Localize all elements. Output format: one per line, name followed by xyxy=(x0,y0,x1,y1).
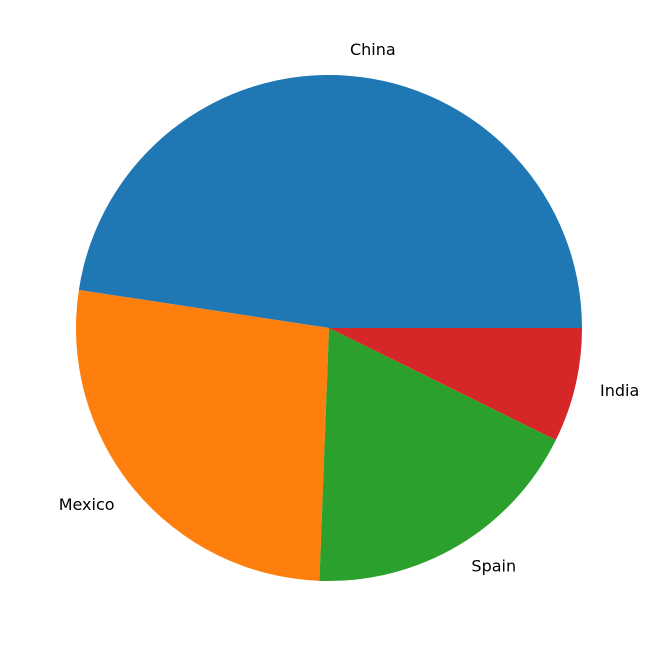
pie-slice-india xyxy=(329,328,582,441)
slice-label-spain: Spain xyxy=(471,557,516,576)
pie-slice-china xyxy=(78,74,583,328)
slice-label-india: India xyxy=(600,381,639,400)
pie-labels: China Mexico Spain India xyxy=(59,40,640,576)
slice-label-china: China xyxy=(350,40,396,59)
pie-slice-spain xyxy=(319,328,556,581)
slice-label-mexico: Mexico xyxy=(59,495,115,514)
pie-slice-mexico xyxy=(75,289,330,581)
pie-slices xyxy=(75,74,583,581)
